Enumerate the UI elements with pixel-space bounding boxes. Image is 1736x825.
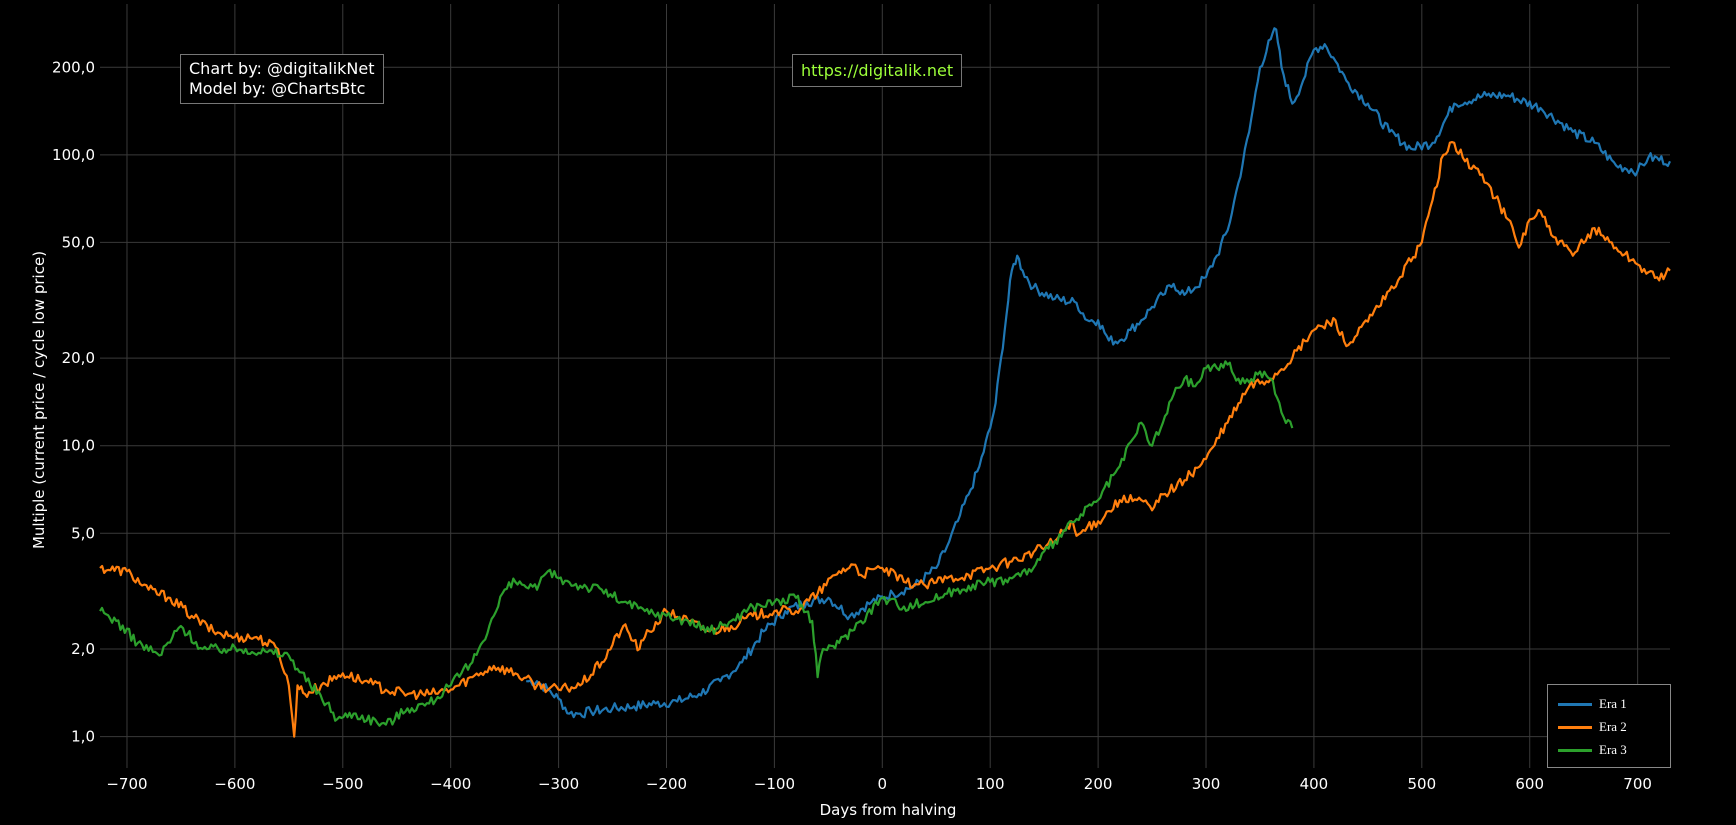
series-line-era-2 bbox=[99, 141, 1671, 738]
x-tick-label: −300 bbox=[538, 775, 579, 793]
x-tick-label: 300 bbox=[1192, 775, 1221, 793]
legend-swatch-era-1 bbox=[1558, 702, 1592, 706]
x-tick-label: 0 bbox=[878, 775, 888, 793]
x-tick-label: 200 bbox=[1084, 775, 1113, 793]
x-tick-label: 400 bbox=[1300, 775, 1329, 793]
y-tick-label: 10,0 bbox=[62, 437, 95, 455]
x-tick-label: −400 bbox=[430, 775, 471, 793]
y-tick-label: 100,0 bbox=[52, 146, 95, 164]
x-tick-label: −600 bbox=[214, 775, 255, 793]
y-tick-label: 1,0 bbox=[71, 728, 95, 746]
legend-label-era-2: Era 2 bbox=[1599, 719, 1627, 734]
url-annotation[interactable]: https://digitalik.net bbox=[792, 54, 963, 87]
x-axis-label: Days from halving bbox=[820, 801, 957, 819]
x-tick-label: 500 bbox=[1408, 775, 1437, 793]
y-tick-label: 200,0 bbox=[52, 58, 95, 76]
credit-chart-by: Chart by: @digitalikNet bbox=[189, 59, 375, 78]
credit-annotation: Chart by: @digitalikNet Model by: @Chart… bbox=[180, 54, 384, 104]
legend-label-era-3: Era 3 bbox=[1599, 742, 1627, 757]
x-tick-label: −700 bbox=[106, 775, 147, 793]
y-tick-label: 20,0 bbox=[62, 349, 95, 367]
x-tick-label: 700 bbox=[1623, 775, 1652, 793]
credit-model-by: Model by: @ChartsBtc bbox=[189, 79, 366, 98]
y-tick-label: 50,0 bbox=[62, 233, 95, 251]
y-axis-label: Multiple (current price / cycle low pric… bbox=[30, 251, 48, 549]
legend-item-era-3[interactable]: Era 3 bbox=[1558, 740, 1627, 760]
url-link[interactable]: https://digitalik.net bbox=[801, 61, 954, 80]
x-tick-label: 100 bbox=[976, 775, 1005, 793]
x-tick-label: −100 bbox=[754, 775, 795, 793]
x-tick-label: −200 bbox=[646, 775, 687, 793]
series-line-era-1 bbox=[526, 27, 1671, 719]
legend-item-era-2[interactable]: Era 2 bbox=[1558, 717, 1627, 737]
x-tick-label: 600 bbox=[1515, 775, 1544, 793]
legend-swatch-era-3 bbox=[1558, 748, 1592, 752]
y-tick-label: 5,0 bbox=[71, 524, 95, 542]
legend: Era 1 Era 2 Era 3 bbox=[1547, 684, 1671, 768]
legend-item-era-1[interactable]: Era 1 bbox=[1558, 694, 1627, 714]
legend-swatch-era-2 bbox=[1558, 725, 1592, 729]
series-line-era-3 bbox=[99, 360, 1294, 727]
y-tick-label: 2,0 bbox=[71, 640, 95, 658]
x-tick-label: −500 bbox=[322, 775, 363, 793]
legend-label-era-1: Era 1 bbox=[1599, 696, 1627, 711]
